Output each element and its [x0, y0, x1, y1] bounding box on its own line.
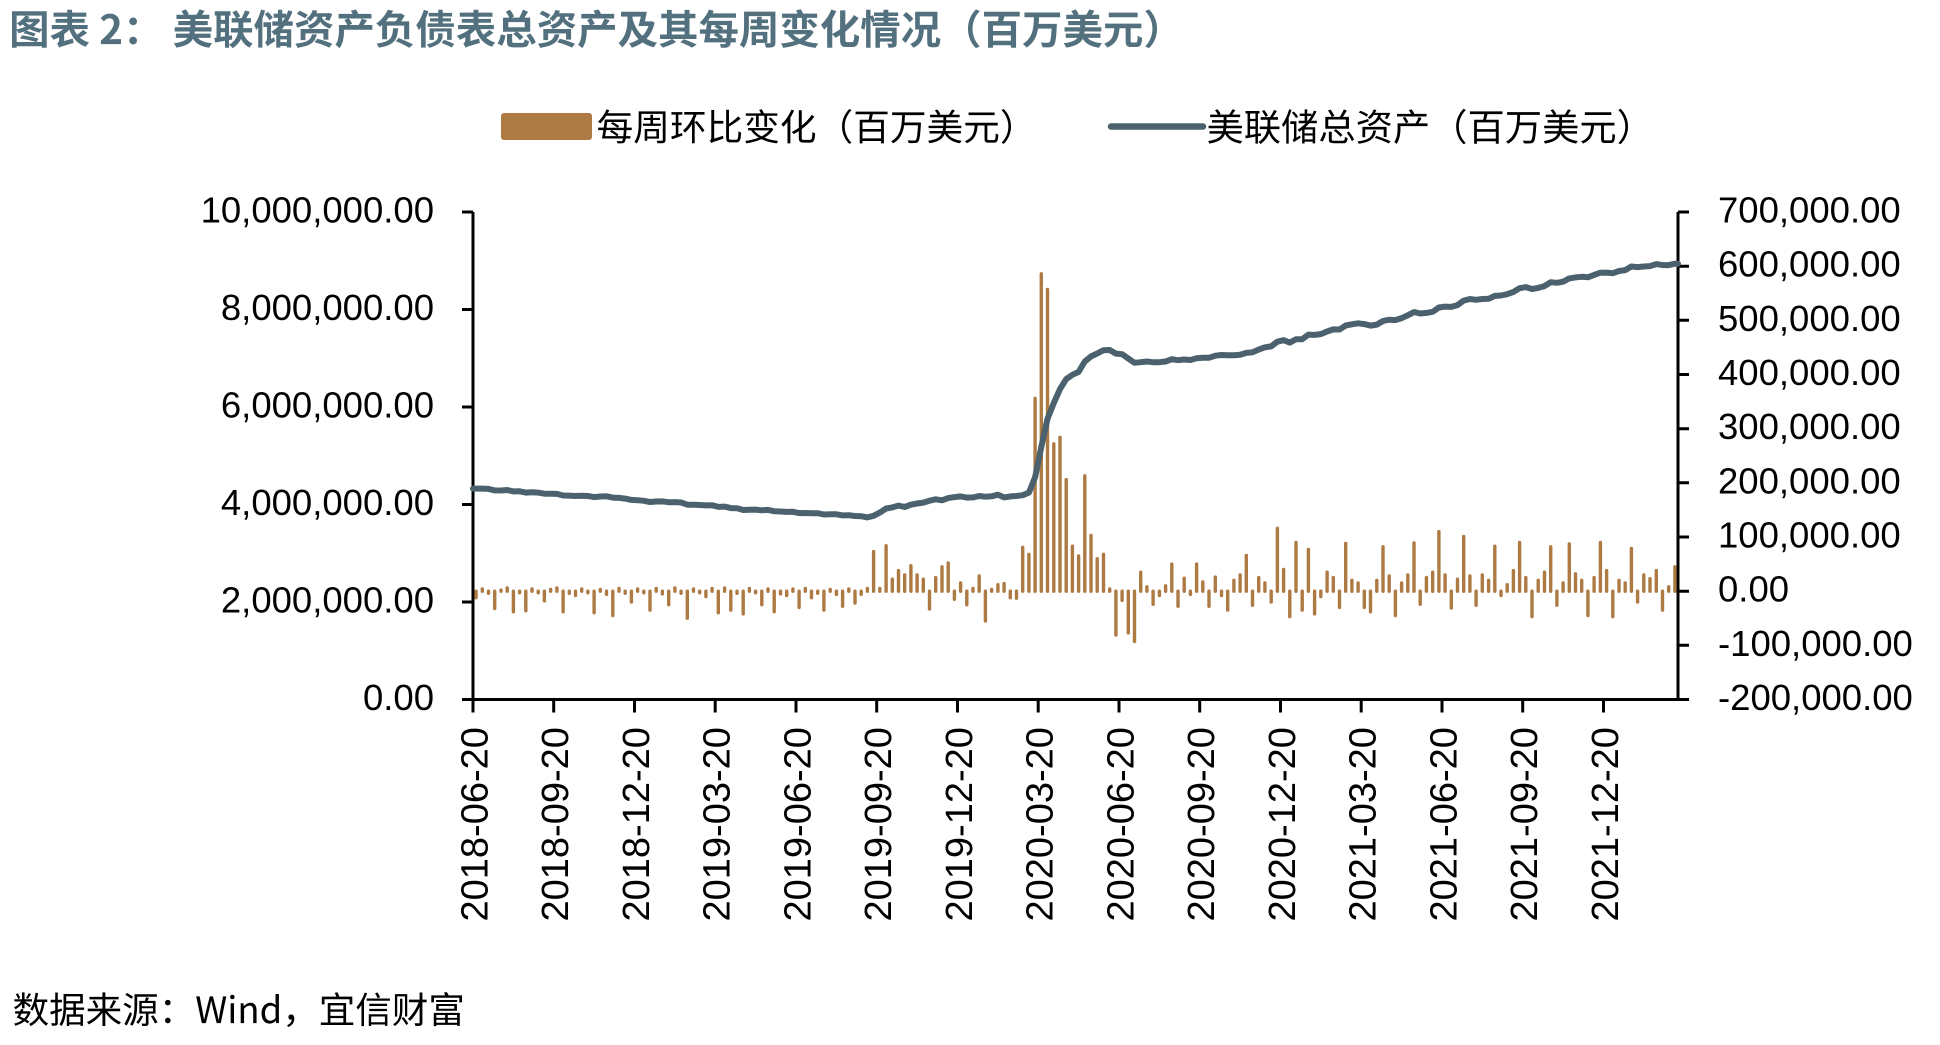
svg-text:300,000.00: 300,000.00	[1718, 406, 1901, 447]
svg-text:200,000.00: 200,000.00	[1718, 460, 1901, 501]
svg-text:2019-12-20: 2019-12-20	[939, 727, 981, 921]
svg-text:2018-06-20: 2018-06-20	[455, 727, 497, 921]
svg-text:-100,000.00: -100,000.00	[1718, 623, 1913, 664]
svg-text:2021-12-20: 2021-12-20	[1585, 727, 1627, 921]
svg-text:2020-12-20: 2020-12-20	[1262, 727, 1304, 921]
svg-text:4,000,000.00: 4,000,000.00	[221, 482, 434, 523]
svg-text:2019-03-20: 2019-03-20	[697, 727, 739, 921]
svg-text:2018-12-20: 2018-12-20	[616, 727, 658, 921]
svg-text:400,000.00: 400,000.00	[1718, 352, 1901, 393]
svg-text:0.00: 0.00	[1718, 569, 1789, 610]
svg-text:2020-09-20: 2020-09-20	[1181, 727, 1223, 921]
svg-text:2021-06-20: 2021-06-20	[1424, 727, 1466, 921]
svg-text:100,000.00: 100,000.00	[1718, 515, 1901, 556]
svg-text:500,000.00: 500,000.00	[1718, 298, 1901, 339]
svg-text:600,000.00: 600,000.00	[1718, 244, 1901, 285]
svg-text:2019-06-20: 2019-06-20	[778, 727, 820, 921]
svg-text:0.00: 0.00	[363, 677, 434, 718]
svg-text:6,000,000.00: 6,000,000.00	[221, 385, 434, 426]
svg-text:10,000,000.00: 10,000,000.00	[201, 190, 434, 231]
svg-text:8,000,000.00: 8,000,000.00	[221, 287, 434, 328]
svg-text:2020-06-20: 2020-06-20	[1101, 727, 1143, 921]
svg-text:2020-03-20: 2020-03-20	[1020, 727, 1062, 921]
svg-text:2,000,000.00: 2,000,000.00	[221, 580, 434, 621]
svg-text:-200,000.00: -200,000.00	[1718, 677, 1913, 718]
svg-text:700,000.00: 700,000.00	[1718, 190, 1901, 231]
svg-text:2019-09-20: 2019-09-20	[858, 727, 900, 921]
svg-text:2021-09-20: 2021-09-20	[1504, 727, 1546, 921]
svg-text:2018-09-20: 2018-09-20	[535, 727, 577, 921]
svg-text:2021-03-20: 2021-03-20	[1343, 727, 1385, 921]
